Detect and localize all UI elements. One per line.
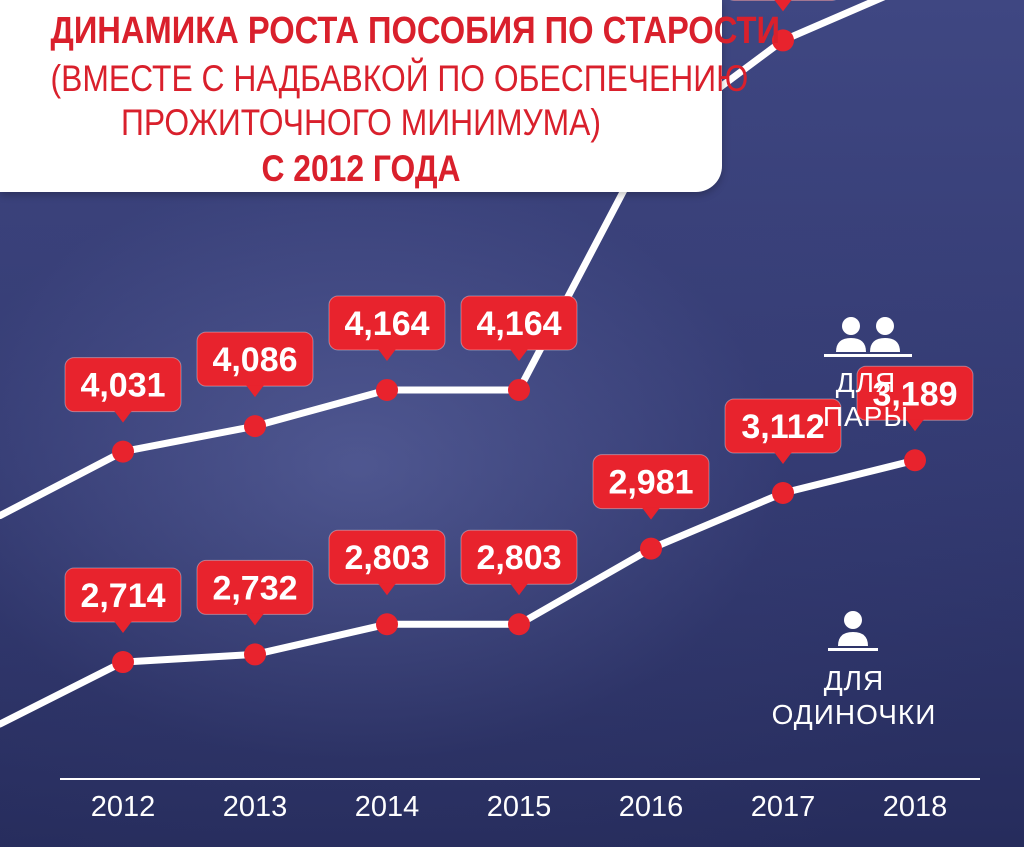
value-bubble: 3,112 bbox=[724, 398, 842, 464]
couple-icon bbox=[824, 317, 912, 357]
value-bubble: 2,803 bbox=[328, 529, 446, 596]
value-bubble: 4,086 bbox=[196, 331, 314, 398]
data-point bbox=[508, 378, 530, 401]
x-axis-ticks: 2012 2013 2014 2015 2016 2017 2018 bbox=[91, 791, 948, 823]
series-lines bbox=[0, 0, 919, 728]
value-bubble: 4,164 bbox=[328, 295, 446, 361]
value-label: 3,112 bbox=[741, 408, 824, 446]
data-point bbox=[772, 29, 794, 52]
data-point bbox=[640, 537, 662, 560]
value-label: 2,803 bbox=[344, 539, 429, 577]
value-label: 3,189 bbox=[872, 375, 957, 413]
value-bubble: 2,803 bbox=[460, 529, 578, 596]
x-tick-label: 2012 bbox=[91, 791, 156, 823]
title-box: ДИНАМИКА РОСТА ПОСОБИЯ ПО СТАРОСТИ (ВМЕС… bbox=[0, 0, 780, 192]
data-point bbox=[376, 613, 398, 636]
value-bubble: 3,189 bbox=[856, 365, 974, 432]
value-bubble: 2,732 bbox=[196, 559, 314, 626]
value-label: 2,981 bbox=[608, 464, 693, 502]
series-line bbox=[0, 456, 919, 728]
data-point bbox=[244, 415, 266, 438]
x-tick-label: 2017 bbox=[751, 791, 816, 823]
title-line-3: ПРОЖИТОЧНОГО МИНИМУМА) bbox=[120, 102, 602, 143]
x-tick-label: 2014 bbox=[355, 791, 420, 823]
value-label: 4,086 bbox=[212, 341, 297, 379]
legend-single-line2: ОДИНОЧКИ bbox=[772, 699, 937, 730]
title-line-1: ДИНАМИКА РОСТА ПОСОБИЯ ПО СТАРОСТИ bbox=[50, 10, 780, 52]
value-label: 4,164 bbox=[476, 305, 561, 343]
value-label: 2,732 bbox=[212, 569, 297, 607]
legend-single-line1: ДЛЯ bbox=[824, 665, 885, 696]
value-label: 2,803 bbox=[476, 539, 561, 577]
data-point bbox=[112, 440, 134, 463]
value-label: 4,031 bbox=[80, 367, 165, 405]
series-line bbox=[0, 0, 886, 520]
data-point bbox=[244, 643, 266, 666]
value-bubble: 2,714 bbox=[64, 567, 182, 634]
x-tick-label: 2018 bbox=[883, 791, 948, 823]
data-point bbox=[772, 481, 794, 504]
legend-couple-line1: ДЛЯ bbox=[836, 367, 897, 398]
series-points bbox=[112, 29, 926, 674]
legend-single: ДЛЯ ОДИНОЧКИ bbox=[772, 611, 937, 730]
data-point bbox=[376, 378, 398, 401]
single-person-icon bbox=[828, 611, 878, 651]
data-point bbox=[904, 449, 926, 472]
data-point bbox=[508, 613, 530, 636]
value-bubble: 4,031 bbox=[64, 357, 182, 423]
value-label: 4,164 bbox=[344, 305, 429, 343]
value-bubble: 2,981 bbox=[592, 454, 710, 520]
title-line-4: С 2012 ГОДА bbox=[261, 148, 461, 189]
value-bubble: 4,164 bbox=[460, 295, 578, 361]
legend-couple: ДЛЯ ПАРЫ bbox=[823, 317, 912, 432]
data-point bbox=[112, 651, 134, 674]
value-bubble: 4,918 bbox=[729, 0, 837, 12]
title-line-2: (ВМЕСТЕ С НАДБАВКОЙ ПО ОБЕСПЕЧЕНИЮ bbox=[50, 58, 749, 99]
legend-couple-line2: ПАРЫ bbox=[823, 401, 909, 432]
x-tick-label: 2016 bbox=[619, 791, 684, 823]
x-tick-label: 2013 bbox=[223, 791, 288, 823]
x-tick-label: 2015 bbox=[487, 791, 552, 823]
value-label: 2,714 bbox=[80, 577, 165, 615]
